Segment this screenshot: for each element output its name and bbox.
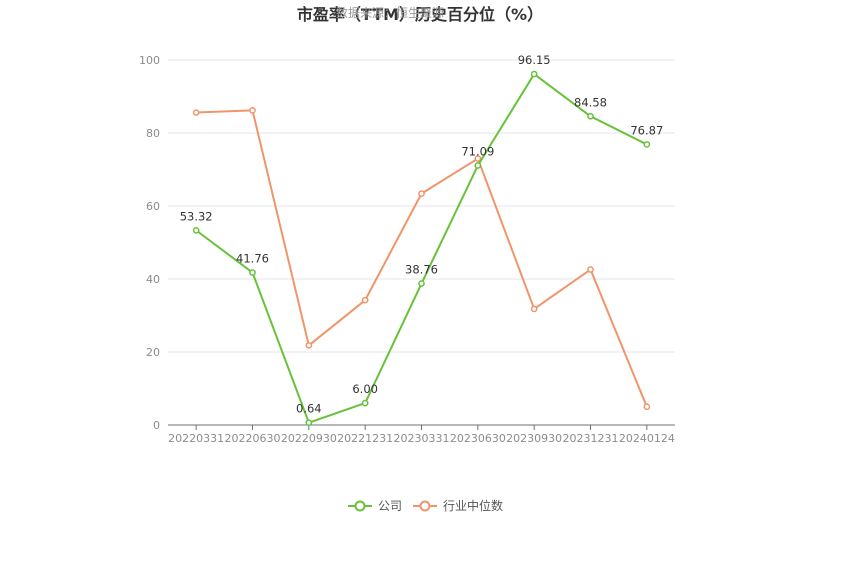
data-point[interactable]	[361, 296, 369, 304]
x-tick-label: 20220630	[225, 432, 281, 445]
data-point[interactable]	[305, 419, 313, 427]
x-tick-label: 20230331	[394, 432, 450, 445]
grid-lines	[168, 59, 675, 353]
data-label: 38.76	[405, 263, 438, 277]
legend[interactable]: 公司 行业中位数	[348, 498, 503, 513]
series-line-0	[195, 73, 648, 424]
data-point[interactable]	[305, 342, 313, 349]
y-tick-label: 40	[146, 273, 160, 286]
axes: 0 20 40 60 80 100 20220331 20220630 20220930 2022…	[139, 54, 675, 445]
legend-label: 公司	[378, 499, 402, 513]
data-point[interactable]	[474, 162, 482, 169]
legend-item-1[interactable]: 行业中位数	[413, 498, 503, 513]
data-label: 71.09	[461, 145, 494, 159]
data-point[interactable]	[643, 403, 651, 411]
chart-title: 市盈率（TTM）历史百分位（%）	[297, 5, 543, 24]
data-label: 41.76	[236, 252, 269, 266]
x-tick-label: 20230930	[506, 432, 562, 445]
legend-item-0[interactable]: 公司	[348, 499, 402, 513]
data-point[interactable]	[249, 107, 256, 114]
y-tick-label: 100	[139, 54, 160, 67]
series-lines	[192, 70, 651, 427]
data-point[interactable]	[474, 155, 482, 162]
y-tick-label: 0	[153, 419, 160, 432]
x-tick-label: 20231231	[563, 432, 619, 445]
data-point[interactable]	[192, 109, 200, 116]
legend-marker	[354, 500, 366, 512]
data-point[interactable]	[361, 399, 369, 407]
data-label: 6.00	[352, 382, 378, 396]
data-label: 76.87	[630, 123, 663, 137]
data-label: 0.64	[296, 402, 322, 416]
data-point[interactable]	[587, 112, 594, 120]
data-point[interactable]	[192, 227, 200, 234]
x-tick-label: 20220930	[281, 432, 337, 445]
data-label: 53.32	[180, 209, 213, 223]
data-point[interactable]	[249, 269, 256, 276]
watermark-text: 数据来源：恒生聚源	[336, 5, 444, 20]
data-point[interactable]	[418, 280, 425, 287]
y-tick-label: 80	[146, 127, 160, 140]
data-point[interactable]	[530, 70, 538, 78]
legend-marker	[419, 500, 431, 512]
x-tick-label: 20220331	[168, 432, 224, 445]
data-point[interactable]	[530, 305, 538, 313]
data-point[interactable]	[643, 141, 651, 148]
data-point[interactable]	[418, 190, 425, 197]
y-tick-label: 20	[146, 346, 160, 359]
x-tick-label: 20221231	[337, 432, 393, 445]
data-label: 96.15	[518, 53, 551, 67]
x-tick-label: 20230630	[450, 432, 506, 445]
data-labels: 53.32 41.76 0.64 6.00 38.76 71.09 96.15 84.58 76…	[180, 53, 664, 416]
data-point[interactable]	[587, 266, 594, 273]
x-tick-label: 20240124	[619, 432, 675, 445]
data-label: 84.58	[574, 95, 607, 109]
y-tick-label: 60	[146, 200, 160, 213]
legend-label: 行业中位数	[443, 498, 503, 513]
